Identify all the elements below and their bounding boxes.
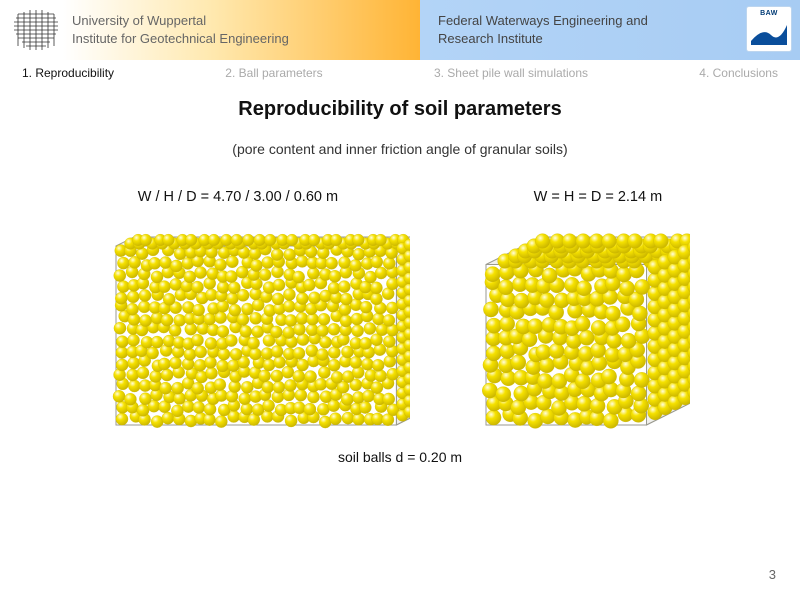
tab-reproducibility: 1. Reproducibility — [22, 66, 114, 80]
soil-box-diagram-b — [480, 231, 690, 431]
section-tabs: 1. Reproducibility 2. Ball parameters 3.… — [0, 60, 800, 80]
header-left: University of Wuppertal Institute for Ge… — [0, 0, 420, 60]
university-line2: Institute for Geotechnical Engineering — [72, 30, 289, 48]
box-a-dimensions: W / H / D = 4.70 / 3.00 / 0.60 m — [138, 189, 338, 205]
diagram-row — [0, 231, 800, 431]
tab-ball-parameters: 2. Ball parameters — [225, 66, 322, 80]
baw-logo-icon: BAW — [746, 6, 792, 52]
soil-balls-caption: soil balls d = 0.20 m — [0, 449, 800, 465]
university-logo-icon — [12, 8, 60, 52]
university-text: University of Wuppertal Institute for Ge… — [72, 12, 289, 47]
baw-label: BAW — [760, 10, 778, 17]
federal-line2: Research Institute — [438, 30, 648, 48]
soil-box-diagram-a — [110, 231, 410, 431]
slide-subtitle: (pore content and inner friction angle o… — [0, 141, 800, 157]
federal-line1: Federal Waterways Engineering and — [438, 12, 648, 30]
slide-header: University of Wuppertal Institute for Ge… — [0, 0, 800, 60]
tab-conclusions: 4. Conclusions — [699, 66, 778, 80]
federal-text: Federal Waterways Engineering and Resear… — [438, 12, 648, 47]
dimension-labels: W / H / D = 4.70 / 3.00 / 0.60 m W = H =… — [0, 189, 800, 205]
box-b-dimensions: W = H = D = 2.14 m — [534, 189, 663, 205]
header-right: Federal Waterways Engineering and Resear… — [420, 0, 800, 60]
slide-title: Reproducibility of soil parameters — [0, 98, 800, 121]
university-line1: University of Wuppertal — [72, 12, 289, 30]
page-number: 3 — [769, 567, 776, 582]
tab-sheet-pile: 3. Sheet pile wall simulations — [434, 66, 588, 80]
